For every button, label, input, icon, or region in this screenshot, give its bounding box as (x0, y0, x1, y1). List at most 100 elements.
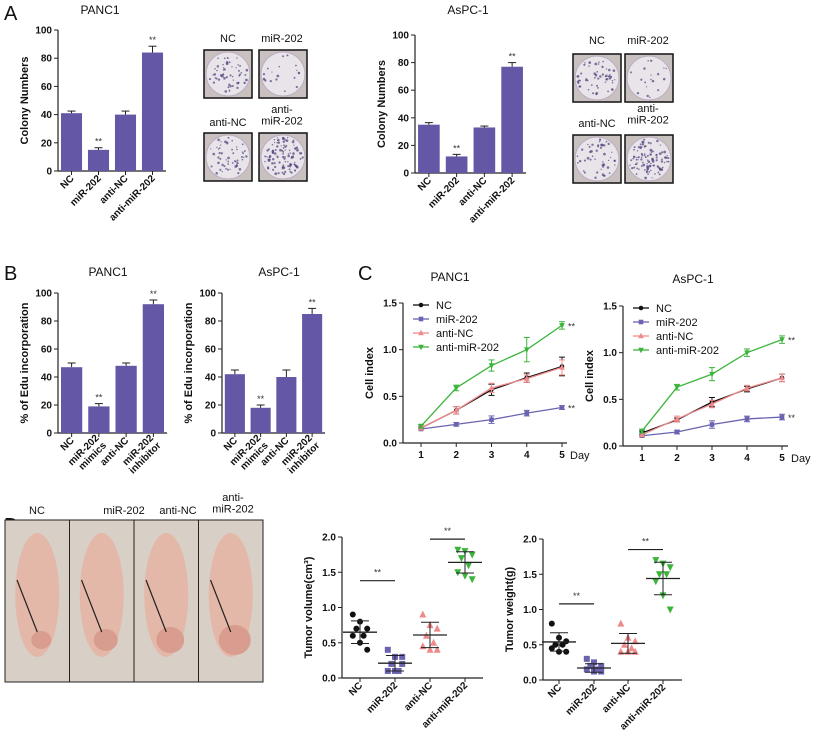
tumor-mouse-images: NC miR-202 anti-NC anti-miR-202 (4, 492, 264, 683)
colony (291, 140, 295, 144)
colony (656, 139, 659, 143)
chart-c-aspc-1: 0.0 0.5 1.0 1.5 Cell index AsPC-1 1 2 3 4 5 Day NC **… (584, 272, 811, 465)
colony (271, 143, 274, 146)
marker-triangle (744, 384, 750, 391)
marker-triangle (779, 374, 785, 381)
colony (244, 73, 247, 76)
colony-images-aspc-1: NC miR-202 anti-NC anti-miR-202 (572, 35, 674, 184)
marker-triangle (488, 384, 495, 391)
marker-triangle (617, 647, 625, 655)
colony (589, 158, 592, 161)
mouse-body (79, 533, 124, 657)
colony (273, 138, 276, 141)
legend-entry: anti-NC (436, 328, 473, 340)
colony (289, 170, 292, 173)
dish (574, 136, 620, 182)
colony (277, 156, 279, 159)
colony (643, 67, 646, 70)
colony (218, 147, 221, 149)
colony (219, 157, 222, 160)
colony (590, 84, 593, 87)
colony (602, 60, 604, 63)
colony (273, 141, 276, 144)
legend-entry: anti-NC (656, 331, 693, 343)
colony-images-panc1: NC miR-202 anti-NC anti-miR-202 (203, 33, 308, 182)
colony (285, 139, 289, 142)
colony (656, 165, 660, 168)
colony (663, 161, 666, 164)
colony (296, 148, 299, 152)
colony (644, 81, 647, 84)
bar (473, 127, 496, 173)
y-tick-label: 0.0 (603, 442, 617, 453)
colony (598, 61, 600, 63)
y-tick-label: 80 (41, 317, 53, 328)
colony (301, 156, 304, 159)
colony (216, 65, 220, 68)
colony (218, 152, 221, 155)
chart-b-panc1: 0 20 40 60 80 100 % of Edu incorporation PANC1 N… (19, 265, 167, 476)
colony (220, 141, 222, 143)
significance-label: ** (453, 143, 461, 153)
marker-triangle-down (468, 551, 476, 559)
colony (595, 92, 599, 95)
colony (295, 146, 299, 150)
colony (293, 76, 296, 79)
colony (641, 143, 645, 146)
colony (238, 73, 242, 76)
colony (296, 69, 298, 72)
marker-circle (364, 625, 371, 632)
significance-label: ** (444, 526, 452, 536)
colony (646, 163, 648, 165)
colony (597, 77, 600, 80)
marker-circle (548, 620, 555, 627)
colony (609, 73, 611, 76)
marker-triangle-down (638, 347, 644, 354)
colony (650, 78, 652, 81)
colony (287, 154, 290, 158)
y-axis-label: Cell index (364, 346, 376, 399)
colony (650, 142, 652, 144)
colony (275, 78, 278, 81)
colony (298, 72, 300, 74)
x-tick-label: NC (59, 173, 77, 191)
colony (662, 77, 666, 81)
colony (227, 156, 230, 160)
colony (228, 90, 231, 92)
colony (238, 69, 240, 72)
marker-triangle (628, 644, 636, 652)
colony (279, 148, 282, 152)
colony (222, 68, 225, 71)
x-tick-label: 2 (674, 453, 680, 464)
colony (262, 72, 266, 76)
marker-square (598, 662, 605, 669)
colony (637, 145, 641, 149)
mouse-body (208, 533, 253, 657)
marker-triangle-down (639, 428, 645, 435)
x-tick-label: miR-202mimics (66, 433, 109, 476)
colony (225, 61, 229, 64)
colony (667, 157, 670, 160)
chart-a-aspc-1: 0 20 40 60 80 100 Colony Numbers AsPC-1 NC ** miR-… (376, 3, 526, 226)
colony (651, 79, 655, 83)
colony (630, 71, 632, 74)
colony (231, 75, 234, 78)
colony (282, 150, 285, 153)
marker-triangle-down (779, 337, 785, 343)
marker-triangle-down (418, 423, 424, 430)
colony (657, 171, 660, 174)
colony (295, 85, 298, 89)
colony (225, 167, 227, 170)
colony (229, 74, 232, 77)
colony (219, 168, 222, 171)
colony-dish-image (258, 132, 308, 182)
colony (608, 77, 611, 80)
colony (287, 165, 290, 168)
colony (661, 166, 664, 169)
colony (280, 145, 282, 147)
marker-triangle (709, 400, 715, 407)
marker-square (598, 668, 605, 675)
chart-c-panc1: 0.0 0.5 1.0 1.5 Cell index PANC1 1 2 3 4 5 Day NC ** m… (364, 270, 590, 462)
colony (226, 168, 229, 171)
dish (574, 55, 620, 101)
